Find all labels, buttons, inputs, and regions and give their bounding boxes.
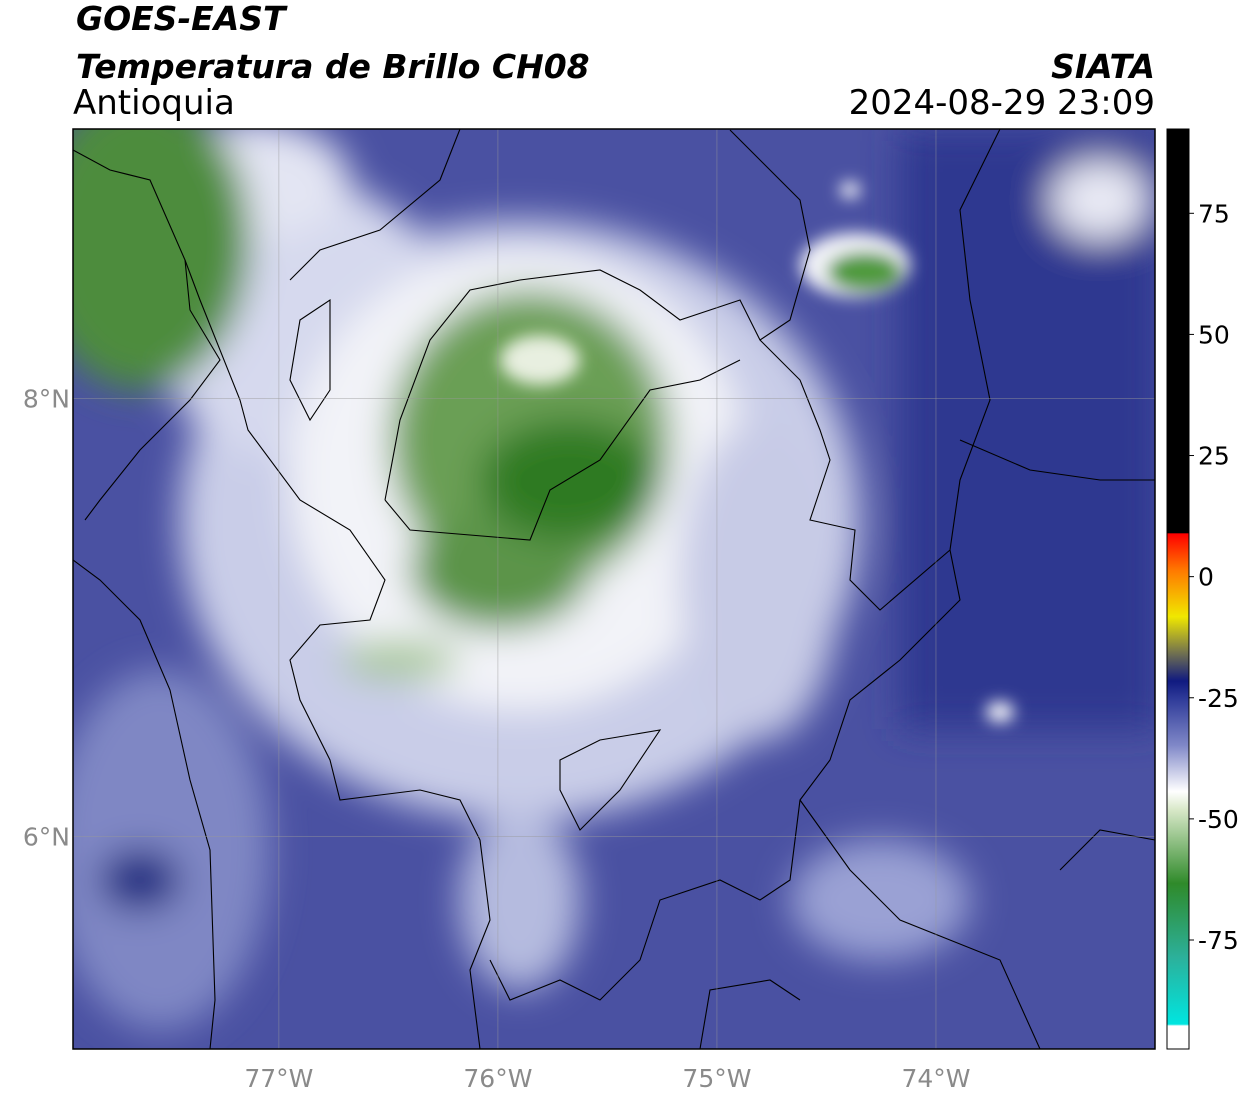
graticule xyxy=(73,129,1155,1049)
colorbar-ticks: 75 50 25 0 -25 -50 -75 xyxy=(1189,199,1239,955)
x-tick-label: 75°W xyxy=(682,1064,751,1093)
x-tick-label: 74°W xyxy=(901,1064,970,1093)
x-tick-label: 76°W xyxy=(463,1064,532,1093)
datetime: 2024-08-29 23:09 xyxy=(849,83,1155,123)
colorbar-tick-label: 0 xyxy=(1198,563,1214,592)
source: SIATA xyxy=(1051,47,1155,86)
colorbar-tick-label: 50 xyxy=(1198,320,1230,349)
title: GOES-EAST xyxy=(76,0,288,38)
y-tick-label: 6°N xyxy=(23,823,70,852)
y-tick-label: 8°N xyxy=(23,384,70,413)
x-tick-label: 77°W xyxy=(244,1064,313,1093)
colorbar-tick-label: -75 xyxy=(1198,926,1239,955)
colorbar xyxy=(1166,128,1190,1050)
colorbar-tick-label: 25 xyxy=(1198,442,1230,471)
tick-labels: 77°W 76°W 75°W 74°W 8°N 6°N xyxy=(23,384,971,1093)
subtitle: Temperatura de Brillo CH08 xyxy=(76,47,590,86)
satellite-image xyxy=(73,129,1155,1049)
region: Antioquia xyxy=(73,83,235,123)
colorbar-tick-label: -50 xyxy=(1198,805,1239,834)
borders xyxy=(73,129,1155,1049)
map-frame xyxy=(72,128,1156,1050)
colorbar-tick-label: -25 xyxy=(1198,684,1239,713)
colorbar-tick-label: 75 xyxy=(1198,199,1230,228)
